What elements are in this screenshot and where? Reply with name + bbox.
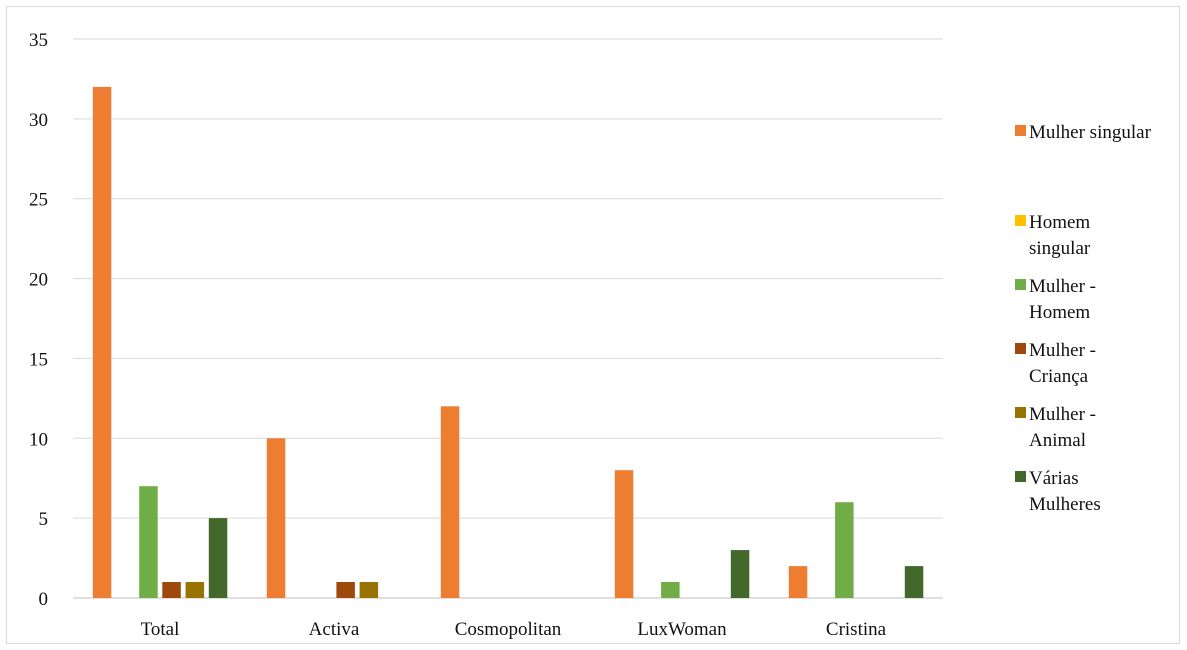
bar xyxy=(359,582,379,598)
legend-label: Homem xyxy=(1029,212,1090,233)
bar xyxy=(730,550,750,598)
chart-frame xyxy=(6,6,1180,644)
legend-label: Homem xyxy=(1029,302,1090,323)
legend-label: Criança xyxy=(1029,366,1089,387)
bar xyxy=(92,86,112,599)
legend-label: Mulher - xyxy=(1029,404,1096,425)
bar xyxy=(162,582,181,598)
bar xyxy=(208,518,228,598)
legend-label: Várias xyxy=(1029,468,1079,489)
y-tick-label: 15 xyxy=(29,349,48,370)
legend-label: Animal xyxy=(1029,430,1086,451)
legend-swatch xyxy=(1015,407,1026,418)
bar xyxy=(440,406,460,598)
legend-label: Mulher - xyxy=(1029,276,1096,297)
bar xyxy=(185,582,205,598)
legend-label: Mulher - xyxy=(1029,340,1096,361)
x-tick-label: Total xyxy=(141,619,180,640)
bar xyxy=(835,502,854,598)
bar xyxy=(904,566,924,598)
bars xyxy=(92,86,924,599)
y-axis-ticks: 0 5 10 15 20 25 30 35 xyxy=(29,30,48,610)
y-tick-label: 10 xyxy=(29,429,48,450)
legend-label: Mulheres xyxy=(1029,494,1101,515)
bar xyxy=(661,582,680,598)
bar xyxy=(788,566,808,598)
bar xyxy=(614,470,634,598)
legend-swatch xyxy=(1015,279,1026,290)
y-tick-label: 5 xyxy=(39,509,49,530)
bar xyxy=(266,438,286,598)
y-tick-label: 30 xyxy=(29,110,48,131)
legend: Mulher singular Homem singular Mulher - Home… xyxy=(1015,122,1152,515)
gridlines xyxy=(73,38,943,599)
legend-swatch xyxy=(1015,215,1026,226)
legend-label: singular xyxy=(1029,238,1091,259)
bar xyxy=(336,582,355,598)
y-tick-label: 20 xyxy=(29,270,48,291)
bar xyxy=(139,486,158,598)
legend-swatch xyxy=(1015,471,1026,482)
legend-label: Mulher singular xyxy=(1029,122,1152,143)
y-tick-label: 0 xyxy=(39,589,49,610)
legend-swatch xyxy=(1015,343,1026,354)
x-tick-label: LuxWoman xyxy=(637,619,727,640)
x-tick-label: Cosmopolitan xyxy=(455,619,562,640)
x-tick-label: Cristina xyxy=(826,619,887,640)
x-axis-ticks: Total Activa Cosmopolitan LuxWoman Cristina xyxy=(141,619,887,640)
y-tick-label: 25 xyxy=(29,190,48,211)
y-tick-label: 35 xyxy=(29,30,48,51)
x-tick-label: Activa xyxy=(309,619,360,640)
legend-swatch xyxy=(1015,125,1026,136)
